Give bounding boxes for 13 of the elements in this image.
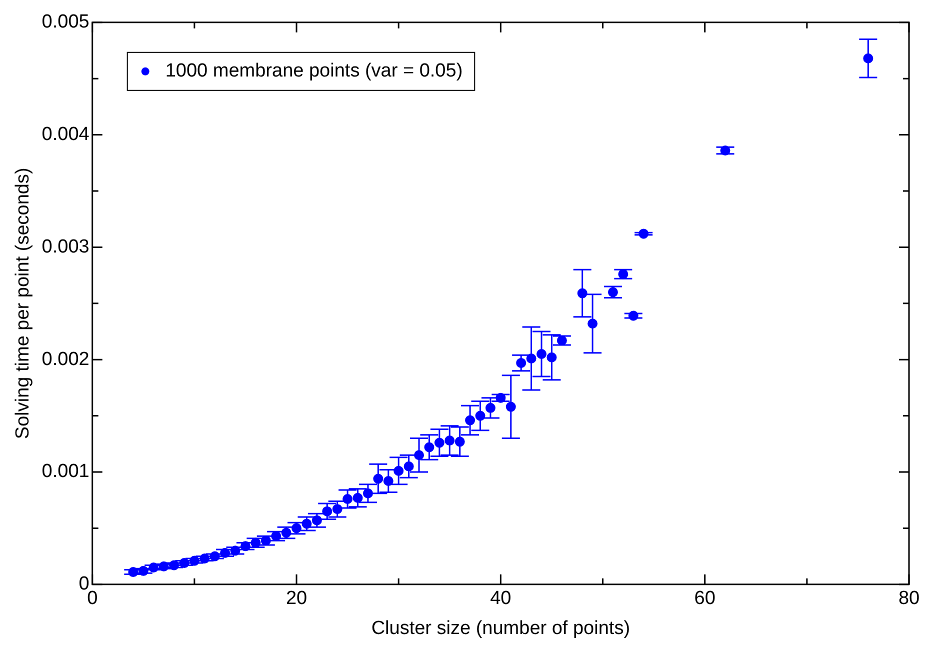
y-tick-label: 0.003 <box>42 236 90 258</box>
y-tick-label: 0.002 <box>42 348 90 370</box>
x-tick-label: 60 <box>694 588 716 610</box>
x-tick-label: 80 <box>898 588 920 610</box>
y-tick-label: 0.001 <box>42 461 90 482</box>
y-tick-label: 0 <box>78 574 90 595</box>
legend-label: 1000 membrane points (var = 0.05) <box>165 60 463 82</box>
y-axis-title: Solving time per point (seconds) <box>12 168 34 440</box>
x-tick-label: 20 <box>286 588 308 610</box>
x-tick-label: 40 <box>490 588 512 610</box>
y-tick-label: 0.005 <box>42 12 90 33</box>
y-tick-label: 0.004 <box>42 124 90 146</box>
x-axis-title: Cluster size (number of points) <box>371 618 630 639</box>
